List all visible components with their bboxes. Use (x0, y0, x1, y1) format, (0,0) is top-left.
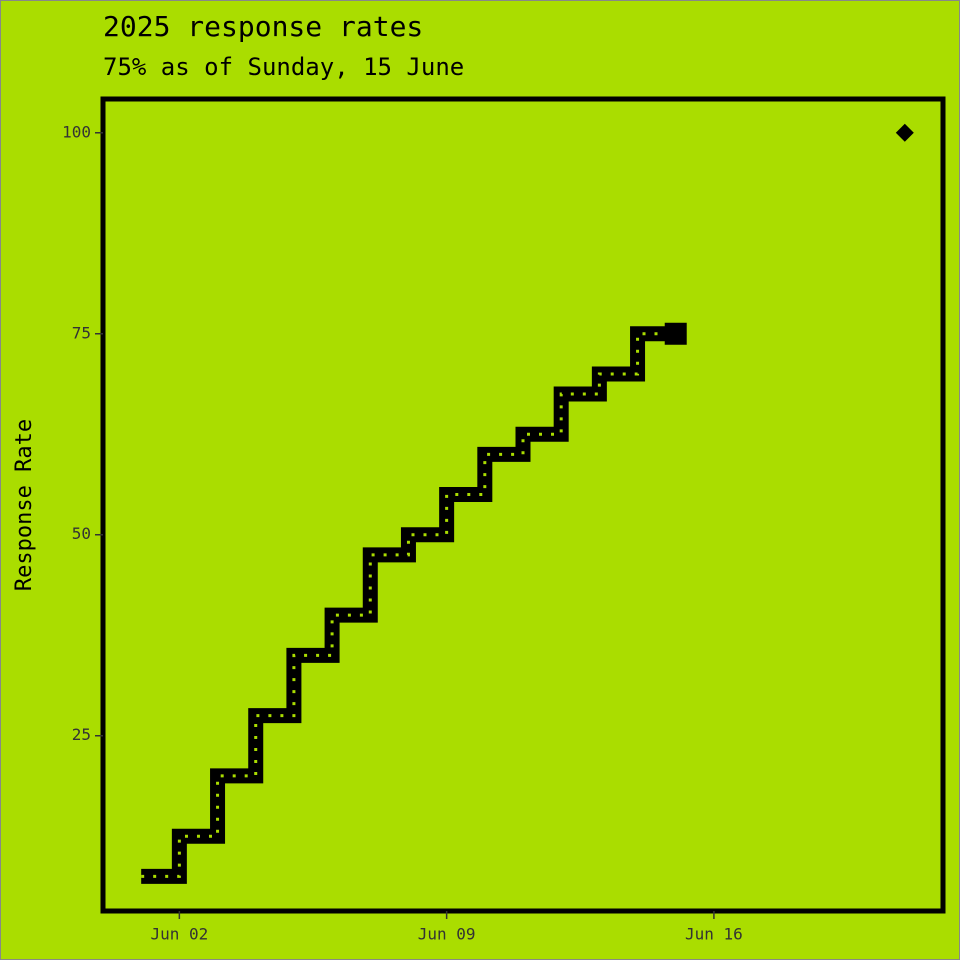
y-axis-label: Response Rate (12, 419, 37, 591)
y-tick-label: 75 (72, 323, 91, 342)
end-marker (664, 322, 687, 345)
y-tick-label: 100 (62, 122, 91, 141)
x-tick-label: Jun 09 (418, 925, 476, 944)
y-tick-label: 50 (72, 524, 91, 543)
chart-title: 2025 response rates (103, 10, 423, 43)
target-marker (895, 123, 914, 142)
x-tick-label: Jun 02 (150, 925, 208, 944)
x-tick-label: Jun 16 (685, 925, 743, 944)
y-tick-label: 25 (72, 725, 91, 744)
step-line (141, 326, 676, 884)
chart-subtitle: 75% as of Sunday, 15 June (103, 53, 464, 81)
panel-border (100, 96, 946, 914)
